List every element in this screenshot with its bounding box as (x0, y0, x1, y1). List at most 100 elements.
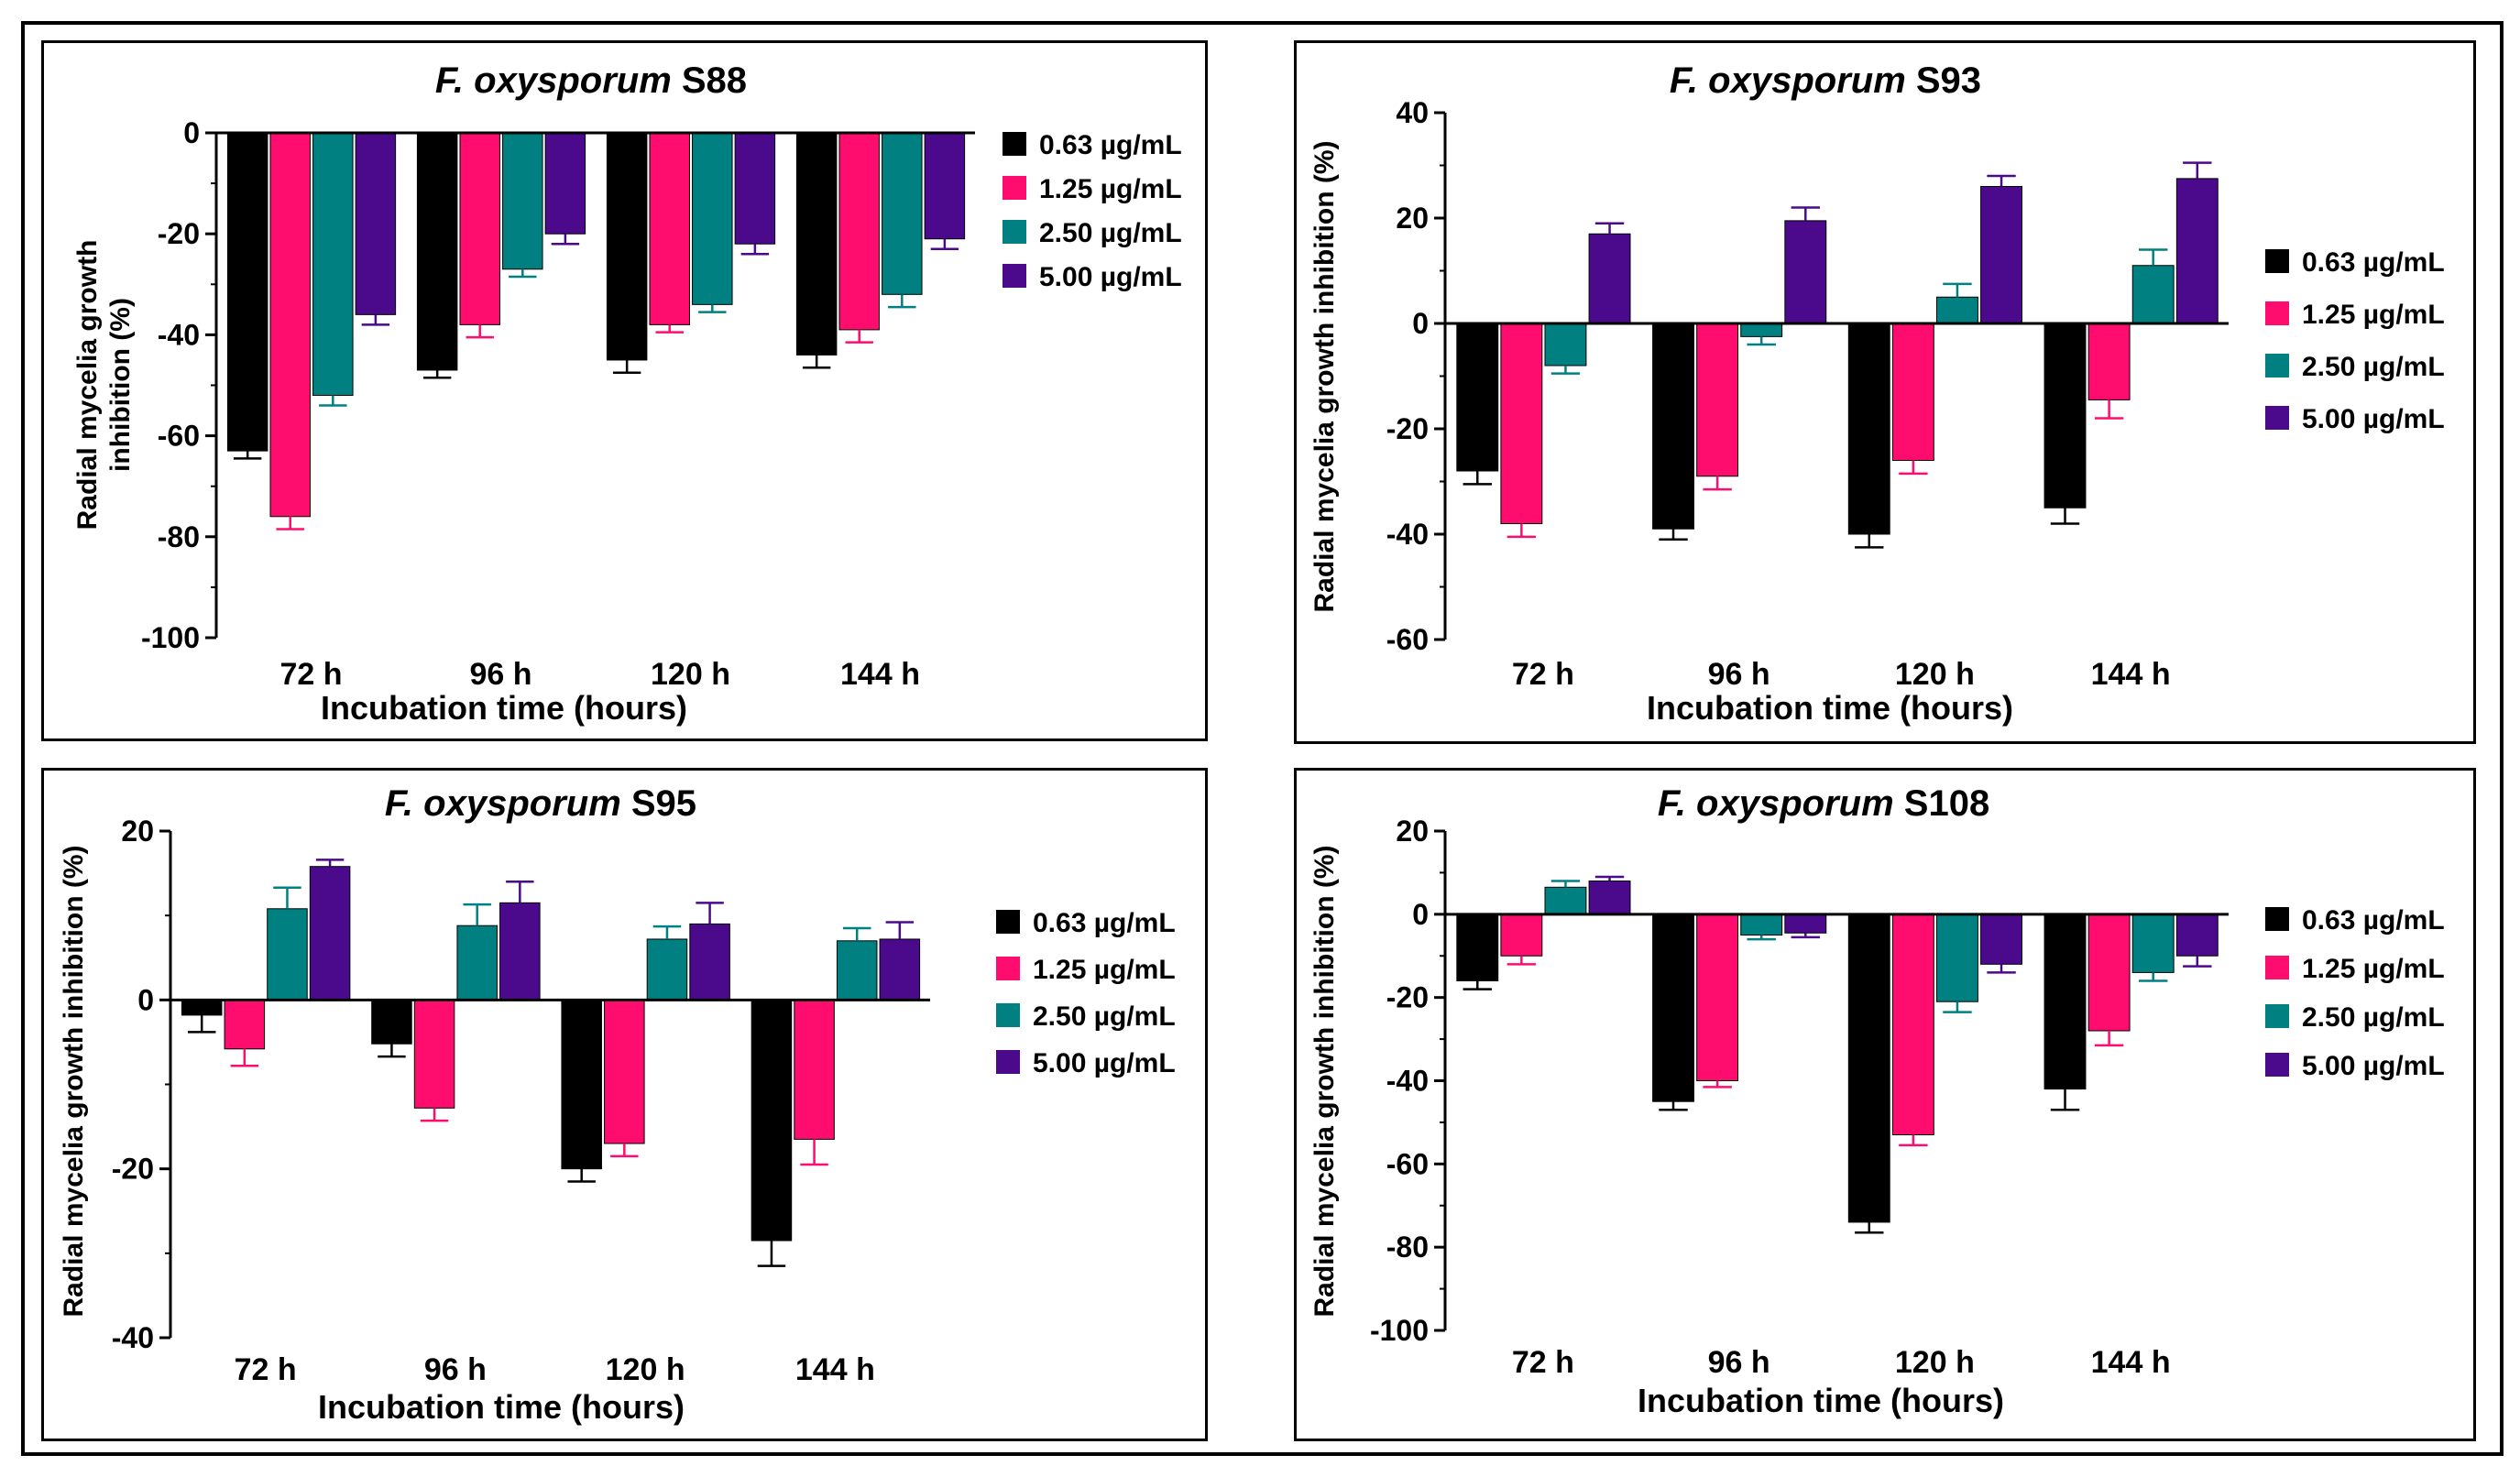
bar (751, 999, 793, 1242)
bar (1544, 886, 1587, 915)
y-tick-label: -100 (1370, 1314, 1429, 1347)
bar (2131, 914, 2175, 973)
legend-swatch (996, 957, 1020, 980)
x-tick-label: 120 h (606, 1352, 685, 1387)
legend-label: 0.63 µg/mL (1039, 130, 1182, 160)
bar-chart: F. oxysporum S95 -40 -20 0 20 72 h 96 h 120 h 14… (59, 783, 1176, 1426)
bar (795, 132, 838, 356)
y-tick-label: -20 (1386, 981, 1429, 1014)
bar (606, 132, 648, 361)
bar (224, 999, 266, 1050)
legend-swatch (1003, 132, 1026, 156)
y-tick-label: 20 (1396, 815, 1429, 848)
chart-title: F. oxysporum S88 (435, 60, 747, 101)
legend-label: 2.50 µg/mL (2302, 1002, 2445, 1033)
y-tick-label: -80 (1386, 1231, 1429, 1264)
bar (309, 866, 351, 1001)
bar (1456, 914, 1499, 981)
bar (1891, 323, 1934, 461)
bar (1784, 914, 1827, 934)
y-tick-label: -40 (1386, 1065, 1429, 1098)
legend-label: 0.63 µg/mL (1033, 908, 1176, 938)
figure-frame (21, 21, 2504, 1456)
bar (1740, 323, 1783, 337)
x-tick-label: 72 h (235, 1352, 297, 1387)
y-tick-label: -20 (1386, 412, 1429, 445)
y-axis-label: Radial mycelia growth inhibition (%) (1309, 140, 1340, 612)
bar (1847, 914, 1890, 1223)
legend-swatch (2265, 301, 2289, 325)
legend-swatch (2265, 1053, 2289, 1077)
legend-swatch (2265, 907, 2289, 931)
bar (1784, 220, 1827, 324)
legend-label: 5.00 µg/mL (1039, 262, 1182, 292)
y-tick-label: -40 (1386, 518, 1429, 551)
bar-chart: F. oxysporum S88 -100 -80 -60 -40 -20 0 72 h 96 … (72, 60, 1182, 727)
x-tick-label: 72 h (1512, 657, 1574, 692)
bar (1696, 323, 1739, 477)
legend-label: 1.25 µg/mL (2302, 300, 2445, 330)
bar (1456, 323, 1499, 472)
legend-swatch (1003, 176, 1026, 200)
bar-chart: F. oxysporum S108 -100 -80 -60 -40 -20 0 20 72 h… (1309, 783, 2445, 1419)
chart-panel-s108: F. oxysporum S108 -100 -80 -60 -40 -20 0 20 72 h… (1294, 768, 2476, 1441)
y-tick-label: -40 (158, 318, 200, 351)
legend-swatch (2265, 406, 2289, 430)
bar (1500, 914, 1543, 957)
bar (2175, 178, 2219, 324)
x-tick-label: 72 h (279, 657, 342, 692)
y-tick-label: -100 (141, 621, 200, 654)
bar (1980, 914, 2022, 965)
y-tick-label: 0 (1412, 898, 1429, 931)
bar (456, 924, 498, 1001)
bar (269, 132, 311, 518)
y-tick-label: 0 (137, 983, 154, 1016)
legend-label: 1.25 µg/mL (1033, 955, 1176, 985)
y-tick-label: -60 (1386, 623, 1429, 656)
bar (882, 132, 923, 295)
bar (1847, 323, 1890, 535)
legend-swatch (996, 1003, 1020, 1027)
bar (646, 938, 688, 1001)
y-tick-label: 0 (1412, 307, 1429, 340)
legend-label: 0.63 µg/mL (2302, 247, 2445, 278)
bar (689, 923, 730, 1001)
legend-swatch (1003, 264, 1026, 288)
chart-panel-s88: F. oxysporum S88 -100 -80 -60 -40 -20 0 72 h 96 … (41, 40, 1208, 741)
legend-label: 5.00 µg/mL (2302, 1051, 2445, 1081)
legend-swatch (996, 1050, 1020, 1074)
x-tick-label: 96 h (1708, 1345, 1770, 1380)
y-axis-label: Radial mycelia growth inhibition (%) (1309, 845, 1340, 1317)
bar (312, 132, 354, 397)
chart-panel-s95: F. oxysporum S95 -40 -20 0 20 72 h 96 h 120 h 14… (41, 768, 1208, 1441)
x-tick-label: 144 h (840, 657, 920, 692)
bar (1980, 186, 2022, 324)
legend-label: 1.25 µg/mL (1039, 174, 1182, 204)
x-axis-label: Incubation time (hours) (318, 1388, 685, 1426)
bar (794, 999, 835, 1140)
chart-panel-s93: F. oxysporum S93 -60 -40 -20 0 20 40 72 h 96 h 12… (1294, 40, 2476, 744)
x-tick-label: 96 h (424, 1352, 487, 1387)
legend-swatch (2265, 249, 2289, 273)
x-tick-label: 120 h (1895, 1345, 1975, 1380)
x-tick-label: 120 h (651, 657, 730, 692)
legend-label: 0.63 µg/mL (2302, 905, 2445, 935)
bar (2043, 323, 2087, 509)
x-tick-label: 144 h (2091, 657, 2171, 692)
x-axis-label: Incubation time (hours) (1647, 689, 2013, 727)
y-axis-label: inhibition (%) (105, 298, 136, 472)
bar (226, 132, 268, 452)
bar (2175, 914, 2219, 957)
legend-swatch (996, 910, 1020, 934)
y-tick-label: 0 (183, 116, 200, 149)
x-tick-label: 96 h (1708, 657, 1770, 692)
chart-title: F. oxysporum S108 (1658, 783, 1989, 824)
bar (1588, 233, 1631, 324)
legend-swatch (2265, 1004, 2289, 1028)
bar (267, 908, 308, 1001)
y-tick-label: -60 (158, 420, 200, 453)
bar (2043, 914, 2087, 1090)
bar (544, 132, 586, 235)
bar (459, 132, 500, 325)
bar (1740, 914, 1783, 936)
